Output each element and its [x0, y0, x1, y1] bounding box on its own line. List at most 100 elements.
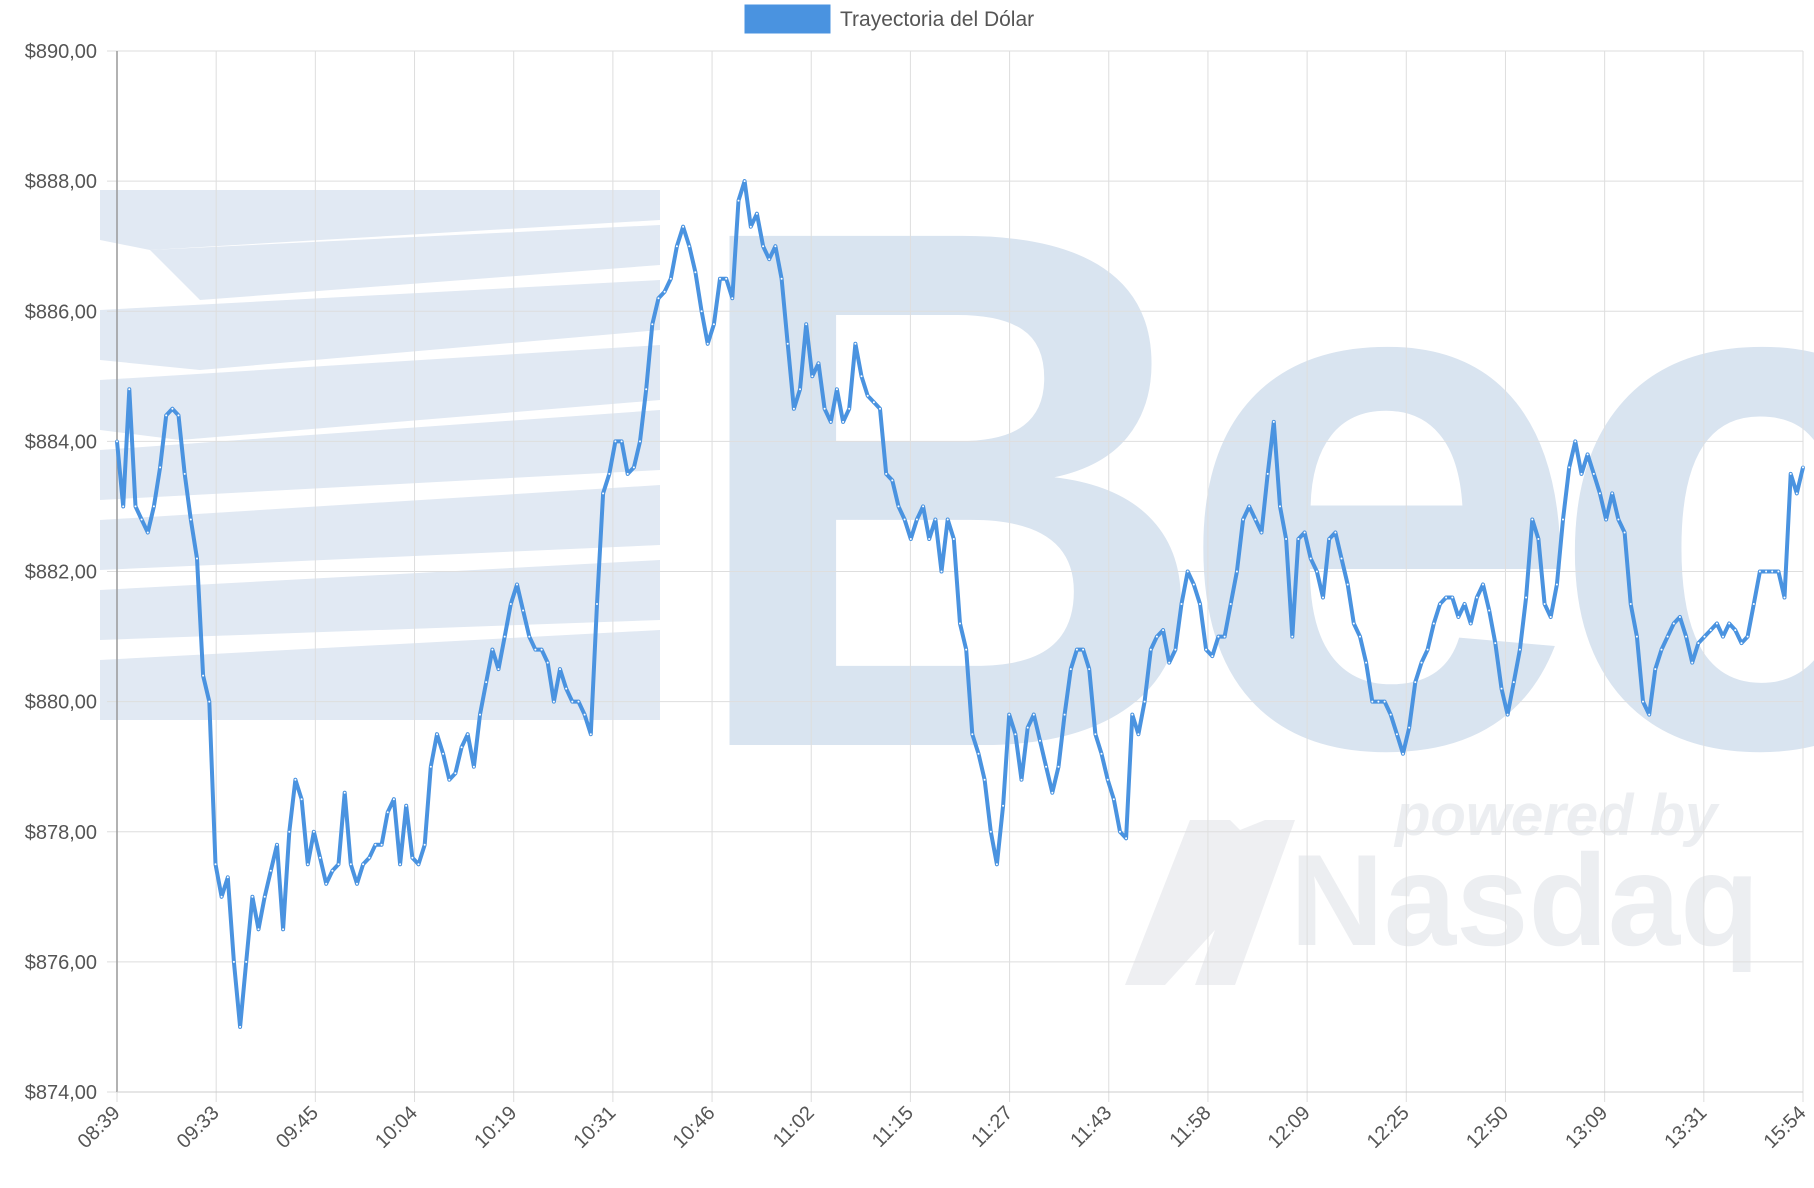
- data-point[interactable]: [718, 276, 722, 281]
- data-point[interactable]: [342, 790, 347, 795]
- data-point[interactable]: [1007, 712, 1011, 717]
- data-point[interactable]: [398, 862, 402, 867]
- data-point[interactable]: [693, 270, 698, 275]
- data-point[interactable]: [201, 673, 205, 678]
- data-point[interactable]: [1579, 472, 1584, 476]
- data-point[interactable]: [945, 517, 950, 522]
- data-point[interactable]: [1265, 472, 1270, 476]
- data-point[interactable]: [121, 504, 125, 509]
- data-point[interactable]: [1530, 517, 1535, 522]
- data-point[interactable]: [896, 504, 901, 509]
- data-point[interactable]: [139, 517, 144, 522]
- data-point[interactable]: [576, 699, 581, 704]
- data-point[interactable]: [736, 198, 741, 203]
- data-point[interactable]: [828, 420, 833, 424]
- data-point[interactable]: [699, 309, 704, 314]
- data-point[interactable]: [1241, 517, 1245, 522]
- data-point[interactable]: [890, 478, 895, 483]
- data-point[interactable]: [1259, 530, 1264, 535]
- data-point[interactable]: [1758, 569, 1762, 574]
- data-point[interactable]: [712, 322, 716, 327]
- data-point[interactable]: [410, 855, 415, 860]
- data-point[interactable]: [933, 517, 938, 522]
- data-point[interactable]: [773, 244, 778, 249]
- data-point[interactable]: [1555, 582, 1559, 587]
- data-point[interactable]: [1727, 621, 1731, 626]
- data-point[interactable]: [1075, 647, 1079, 652]
- data-point[interactable]: [1635, 634, 1639, 639]
- data-point[interactable]: [336, 862, 341, 867]
- data-point[interactable]: [595, 602, 599, 606]
- data-point[interactable]: [841, 420, 845, 424]
- data-point[interactable]: [312, 829, 316, 834]
- data-point[interactable]: [1204, 647, 1208, 652]
- data-point[interactable]: [1659, 647, 1664, 652]
- data-point[interactable]: [373, 842, 378, 847]
- data-point[interactable]: [1302, 530, 1307, 535]
- data-point[interactable]: [515, 582, 519, 587]
- data-point[interactable]: [865, 393, 870, 398]
- data-point[interactable]: [385, 810, 390, 814]
- data-point[interactable]: [1604, 517, 1608, 522]
- data-point[interactable]: [1715, 621, 1719, 626]
- data-point[interactable]: [995, 862, 999, 867]
- data-point[interactable]: [490, 647, 495, 652]
- data-point[interactable]: [146, 530, 150, 535]
- data-point[interactable]: [1444, 595, 1448, 600]
- data-point[interactable]: [1573, 439, 1578, 444]
- data-point[interactable]: [1548, 615, 1553, 619]
- data-point[interactable]: [435, 732, 439, 736]
- data-point[interactable]: [324, 881, 329, 886]
- data-point[interactable]: [508, 602, 513, 606]
- data-point[interactable]: [810, 374, 815, 379]
- data-point[interactable]: [1450, 595, 1455, 600]
- data-point[interactable]: [976, 751, 981, 756]
- data-point[interactable]: [779, 276, 784, 281]
- data-point[interactable]: [1456, 615, 1461, 619]
- data-point[interactable]: [1161, 628, 1165, 632]
- data-point[interactable]: [226, 875, 230, 880]
- data-point[interactable]: [939, 569, 944, 574]
- data-point[interactable]: [982, 777, 987, 782]
- data-point[interactable]: [250, 894, 255, 899]
- data-point[interactable]: [1598, 491, 1602, 496]
- data-point[interactable]: [1370, 699, 1375, 704]
- data-point[interactable]: [1770, 569, 1774, 574]
- data-point[interactable]: [1321, 595, 1325, 600]
- data-point[interactable]: [379, 842, 384, 847]
- data-point[interactable]: [1493, 641, 1498, 645]
- data-point[interactable]: [1733, 628, 1738, 632]
- legend[interactable]: Trayectoria del Dólar: [744, 4, 1034, 34]
- data-point[interactable]: [1210, 654, 1215, 658]
- data-point[interactable]: [792, 406, 796, 411]
- data-point[interactable]: [958, 621, 962, 626]
- data-point[interactable]: [724, 276, 728, 281]
- data-point[interactable]: [988, 829, 993, 834]
- data-point[interactable]: [1155, 634, 1159, 639]
- data-point[interactable]: [453, 771, 458, 775]
- data-point[interactable]: [484, 680, 489, 684]
- data-point[interactable]: [1690, 660, 1694, 665]
- data-point[interactable]: [1247, 504, 1251, 509]
- data-point[interactable]: [287, 829, 292, 834]
- data-point[interactable]: [798, 387, 802, 392]
- data-point[interactable]: [1622, 530, 1627, 535]
- data-point[interactable]: [1032, 712, 1036, 717]
- data-point[interactable]: [176, 413, 181, 418]
- data-point[interactable]: [545, 660, 550, 665]
- data-point[interactable]: [1228, 602, 1233, 606]
- data-point[interactable]: [767, 257, 771, 262]
- data-point[interactable]: [1167, 660, 1171, 665]
- data-point[interactable]: [705, 341, 710, 346]
- data-point[interactable]: [1487, 608, 1491, 613]
- data-point[interactable]: [1290, 634, 1295, 639]
- data-point[interactable]: [1019, 777, 1024, 782]
- data-point[interactable]: [1179, 602, 1184, 606]
- data-point[interactable]: [1462, 602, 1467, 606]
- data-point[interactable]: [299, 797, 304, 801]
- data-point[interactable]: [1376, 699, 1381, 704]
- data-point[interactable]: [392, 797, 396, 801]
- data-point[interactable]: [638, 439, 642, 444]
- data-point[interactable]: [927, 537, 931, 541]
- data-point[interactable]: [1192, 582, 1196, 587]
